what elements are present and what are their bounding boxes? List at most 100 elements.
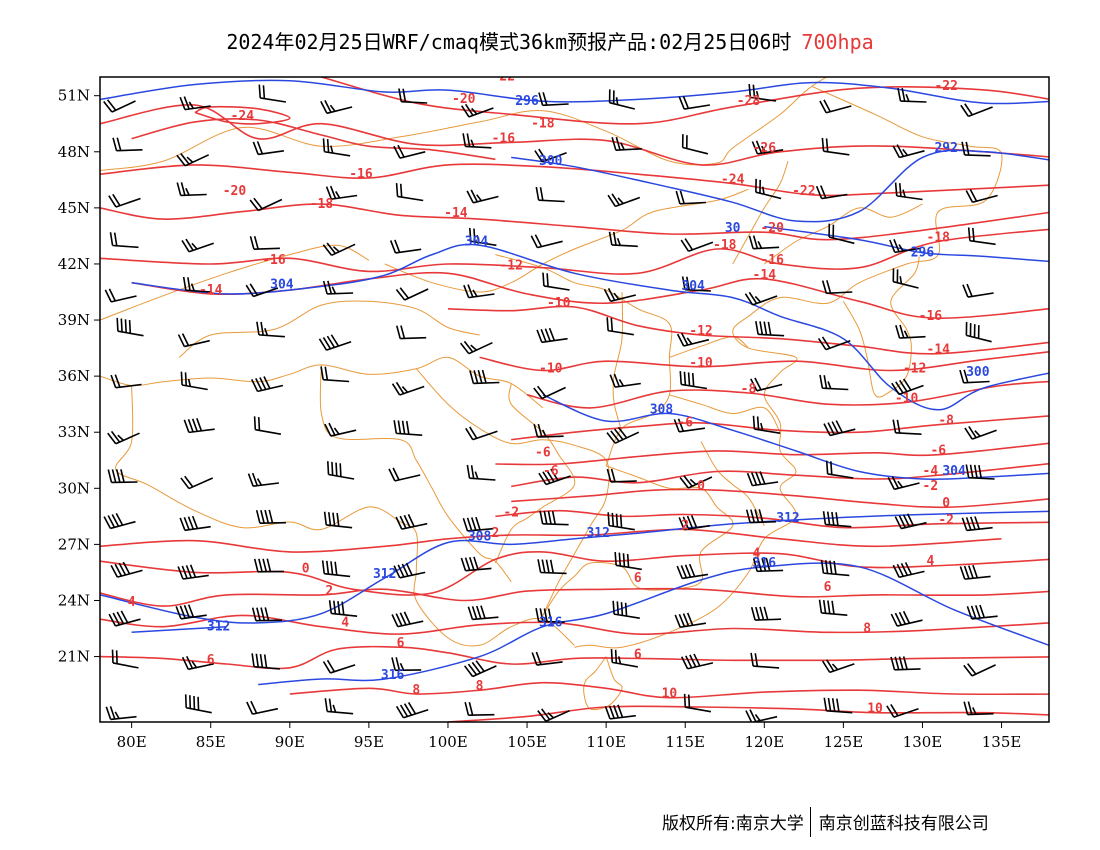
- wind-barb: [894, 182, 923, 201]
- wind-barb: [683, 693, 712, 713]
- temperature-contour: [131, 118, 496, 161]
- temperature-label: -14: [753, 268, 777, 283]
- height-label: 312: [207, 619, 230, 634]
- height-label: 292: [934, 141, 957, 156]
- temperature-label: -2: [503, 505, 519, 520]
- wind-barb: [393, 562, 426, 579]
- temperature-label: -8: [938, 414, 954, 429]
- wind-barb: [533, 423, 564, 438]
- wind-barb: [533, 385, 566, 400]
- wind-barb: [107, 430, 140, 445]
- temperature-label: -22: [492, 70, 515, 85]
- border-line: [495, 254, 673, 467]
- border-line: [842, 256, 920, 398]
- border-line: [574, 85, 1003, 649]
- wind-barb: [322, 659, 356, 674]
- height-contour: [542, 394, 1049, 481]
- temperature-contour: [511, 488, 1049, 509]
- border-line: [700, 441, 765, 526]
- height-contour: [100, 510, 1049, 624]
- temperature-label: 8: [863, 621, 871, 636]
- temperature-contour: [495, 442, 1049, 466]
- temperature-contour: [321, 77, 1049, 125]
- temperature-label: 10: [867, 702, 883, 717]
- temperature-label: 2: [325, 584, 333, 599]
- temperature-label: -4: [923, 464, 939, 479]
- temperature-label: -18: [927, 231, 951, 246]
- temperature-label: -10: [547, 296, 571, 311]
- height-label: 30: [725, 221, 741, 236]
- wind-barb: [179, 96, 211, 111]
- temperature-label: -16: [919, 309, 943, 324]
- temperature-label: -6: [543, 464, 559, 479]
- longitude-tick-label: 115E: [665, 733, 705, 751]
- map-title-main: 2024年02月25日WRF/cmaq模式36km预报产品:02月25日06时: [226, 30, 792, 54]
- wind-barb: [678, 95, 711, 110]
- wind-barb: [116, 317, 144, 337]
- wind-barb: [603, 288, 636, 303]
- temperature-labels: -22-20-24 -18-16-28-26-24-22-22-16-20-18-…: [128, 70, 958, 717]
- wind-barb: [748, 235, 780, 250]
- border-line: [583, 656, 623, 711]
- wind-barb: [817, 336, 851, 351]
- wind-barb: [959, 369, 990, 384]
- height-label: 296: [515, 94, 539, 109]
- temperature-label: -12: [499, 259, 522, 274]
- wind-barb: [251, 653, 280, 670]
- wind-barb: [676, 563, 709, 580]
- wind-barb: [823, 697, 853, 714]
- wind-barb: [182, 276, 212, 293]
- copyright-owner: 版权所有:南京大学: [662, 814, 804, 834]
- temperature-label: 2: [492, 526, 500, 541]
- wind-barb: [965, 188, 998, 204]
- wind-barb: [253, 558, 284, 573]
- latitude-tick-label: 30N: [58, 479, 90, 497]
- border-line: [178, 300, 480, 358]
- wind-barb: [322, 138, 351, 157]
- temperature-label: -20: [760, 221, 784, 236]
- border-line: [764, 203, 923, 265]
- wind-barb: [103, 513, 136, 530]
- wind-barb: [108, 610, 141, 627]
- wind-barb: [104, 288, 137, 303]
- wind-barb: [462, 516, 494, 532]
- wind-barb: [179, 515, 211, 532]
- height-label: 308: [468, 530, 492, 545]
- map-title: 2024年02月25日WRF/cmaq模式36km预报产品:02月25日06时 7…: [0, 26, 1100, 55]
- height-label: 304: [465, 234, 489, 249]
- wind-barb: [614, 551, 642, 571]
- wind-barb: [959, 564, 991, 580]
- wind-barb: [818, 599, 848, 616]
- wind-barb: [751, 140, 784, 155]
- temperature-label: -12: [903, 361, 926, 376]
- wind-barb: [393, 420, 423, 436]
- temperature-label: -2: [938, 513, 954, 528]
- wind-barb: [819, 374, 849, 391]
- wind-barb: [538, 468, 571, 486]
- wind-barb: [750, 652, 780, 669]
- wind-barb: [391, 657, 422, 672]
- wind-barb: [398, 88, 428, 104]
- wind-barb: [466, 464, 496, 481]
- temperature-label: 0: [302, 561, 310, 576]
- longitude-tick-label: 95E: [354, 733, 384, 751]
- wind-barb: [886, 704, 919, 718]
- wind-barb: [606, 317, 634, 336]
- longitude-tick-label: 110E: [586, 733, 626, 751]
- wind-barb: [176, 182, 207, 197]
- wind-barb: [324, 422, 357, 437]
- wind-barb: [326, 461, 355, 480]
- wind-barb: [610, 649, 638, 668]
- wind-barb: [823, 420, 856, 437]
- wind-barb: [109, 232, 139, 249]
- temperature-label: -16: [262, 253, 286, 268]
- wind-barb: [318, 334, 352, 351]
- longitude-axis: 80E 85E 90E 95E 100E 105E 110E 115E 120E 125E 130E…: [117, 722, 1021, 751]
- temperature-label: -18: [713, 238, 737, 253]
- wind-barb: [534, 148, 567, 163]
- temperature-label: -26: [753, 141, 777, 156]
- wind-barb: [822, 511, 852, 528]
- temperature-label: -24: [721, 173, 745, 188]
- wind-barb: [111, 649, 139, 669]
